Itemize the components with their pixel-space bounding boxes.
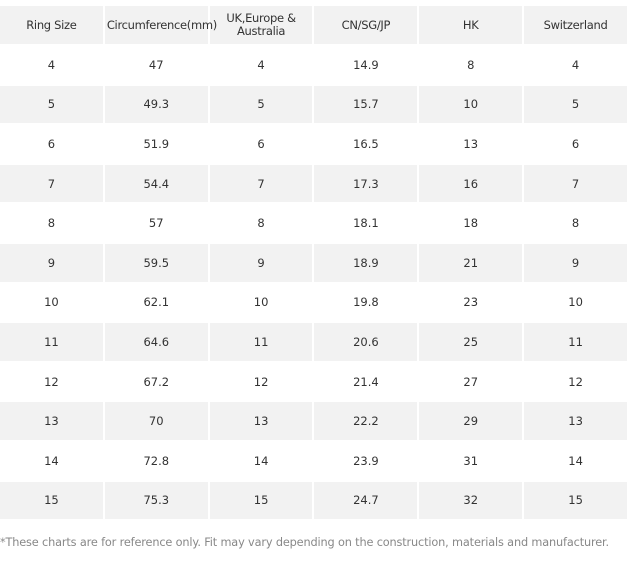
table-cell: 16: [419, 164, 525, 205]
table-cell: 24.7: [314, 481, 420, 522]
table-cell: 64.6: [104, 323, 210, 363]
size-table: Ring Size Circumference(mm) UK,Europe & Au…: [0, 6, 629, 522]
table-cell: 12: [209, 362, 315, 403]
table-row: 8 57 8 18.1 18 8: [0, 204, 629, 244]
table-row: 9 59.5 9 18.9 21 9: [0, 243, 629, 284]
table-cell: 7: [209, 164, 315, 205]
table-row: 11 64.6 11 20.6 25 11: [0, 323, 629, 363]
header-cell: UK,Europe & Australia: [209, 6, 315, 46]
table-cell: 70: [104, 402, 210, 442]
table-cell: 8: [419, 46, 525, 86]
table-cell: 12: [0, 362, 105, 403]
table-cell: 8: [0, 204, 105, 244]
table-cell: 12: [524, 362, 629, 403]
table-cell: 5: [209, 85, 315, 126]
table-cell: 14: [0, 441, 105, 482]
header-cell: Circumference(mm): [104, 6, 217, 46]
table-cell: 51.9: [104, 125, 210, 165]
table-cell: 20.6: [314, 323, 420, 363]
table-cell: 10: [419, 85, 525, 126]
table-cell: 15: [524, 481, 629, 522]
table-cell: 18.1: [314, 204, 420, 244]
table-cell: 59.5: [104, 243, 210, 284]
table-cell: 17.3: [314, 164, 420, 205]
table-cell: 27: [419, 362, 525, 403]
table-cell: 19.8: [314, 283, 420, 324]
header-cell: Ring Size: [0, 6, 105, 46]
table-cell: 29: [419, 402, 525, 442]
table-row: 6 51.9 6 16.5 13 6: [0, 125, 629, 165]
table-cell: 9: [0, 243, 105, 284]
table-cell: 21.4: [314, 362, 420, 403]
table-cell: 9: [209, 243, 315, 284]
table-cell: 15: [209, 481, 315, 522]
table-cell: 10: [209, 283, 315, 324]
table-cell: 6: [524, 125, 629, 165]
table-cell: 14: [209, 441, 315, 482]
table-cell: 10: [0, 283, 105, 324]
table-cell: 7: [524, 164, 629, 205]
table-cell: 18.9: [314, 243, 420, 284]
table-cell: 11: [209, 323, 315, 363]
table-cell: 31: [419, 441, 525, 482]
table-row: 7 54.4 7 17.3 16 7: [0, 164, 629, 205]
table-cell: 13: [209, 402, 315, 442]
table-cell: 72.8: [104, 441, 210, 482]
table-cell: 11: [0, 323, 105, 363]
table-cell: 62.1: [104, 283, 210, 324]
table-row: 14 72.8 14 23.9 31 14: [0, 441, 629, 482]
table-row: 15 75.3 15 24.7 32 15: [0, 481, 629, 522]
table-cell: 67.2: [104, 362, 210, 403]
table-cell: 5: [0, 85, 105, 126]
table-cell: 15: [0, 481, 105, 522]
table-cell: 23.9: [314, 441, 420, 482]
table-cell: 10: [524, 283, 629, 324]
table-cell: 4: [0, 46, 105, 86]
header-cell: HK: [419, 6, 525, 46]
table-cell: 21: [419, 243, 525, 284]
table-cell: 6: [0, 125, 105, 165]
table-cell: 11: [524, 323, 629, 363]
table-cell: 7: [0, 164, 105, 205]
footnote: *These charts are for reference only. Fi…: [0, 536, 609, 549]
table-cell: 14.9: [314, 46, 420, 86]
table-cell: 54.4: [104, 164, 210, 205]
table-cell: 13: [419, 125, 525, 165]
table-cell: 6: [209, 125, 315, 165]
table-cell: 15.7: [314, 85, 420, 126]
table-body: 4 47 4 14.9 8 4 5 49.3 5 15.7 10 5 6 51.9 6 16.5 13 6 7 54.…: [0, 46, 629, 522]
table-cell: 13: [0, 402, 105, 442]
table-cell: 16.5: [314, 125, 420, 165]
header-cell: Switzerland: [524, 6, 629, 46]
table-cell: 14: [524, 441, 629, 482]
table-cell: 32: [419, 481, 525, 522]
table-row: 5 49.3 5 15.7 10 5: [0, 85, 629, 126]
table-cell: 4: [524, 46, 629, 86]
table-cell: 4: [209, 46, 315, 86]
table-row: 13 70 13 22.2 29 13: [0, 402, 629, 442]
table-cell: 9: [524, 243, 629, 284]
table-cell: 5: [524, 85, 629, 126]
table-cell: 8: [209, 204, 315, 244]
table-cell: 57: [104, 204, 210, 244]
table-cell: 8: [524, 204, 629, 244]
table-row: 12 67.2 12 21.4 27 12: [0, 362, 629, 403]
table-cell: 47: [104, 46, 210, 86]
header-row: Ring Size Circumference(mm) UK,Europe & Au…: [0, 6, 629, 46]
table-cell: 49.3: [104, 85, 210, 126]
table-cell: 23: [419, 283, 525, 324]
table-cell: 75.3: [104, 481, 210, 522]
table-cell: 18: [419, 204, 525, 244]
table-row: 10 62.1 10 19.8 23 10: [0, 283, 629, 324]
table-cell: 25: [419, 323, 525, 363]
table-row: 4 47 4 14.9 8 4: [0, 46, 629, 86]
table-cell: 13: [524, 402, 629, 442]
header-cell: CN/SG/JP: [314, 6, 420, 46]
table-cell: 22.2: [314, 402, 420, 442]
